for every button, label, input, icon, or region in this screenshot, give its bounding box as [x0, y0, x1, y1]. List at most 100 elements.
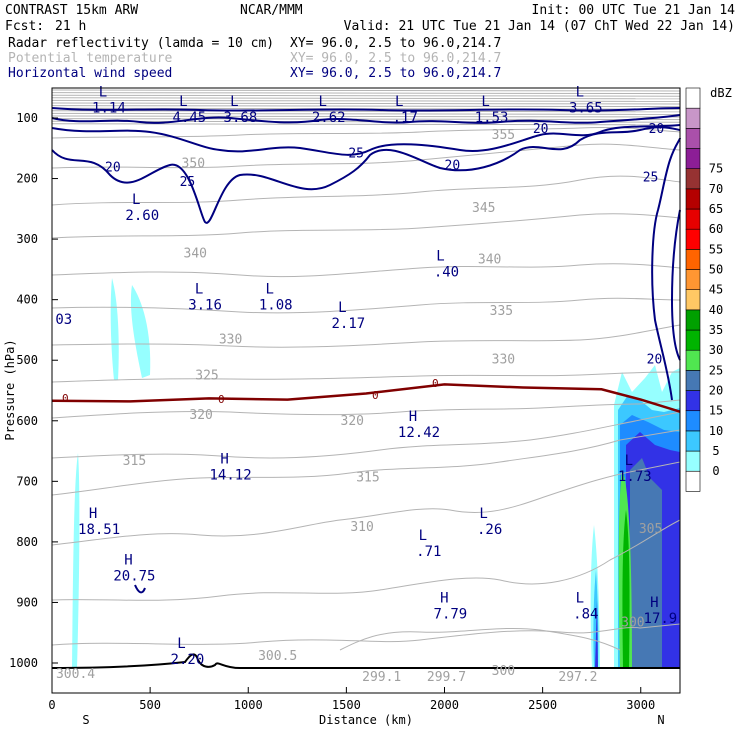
wind-label: 25 — [643, 171, 659, 186]
y-tick-label: 400 — [16, 293, 38, 307]
model-title: CONTRAST 15km ARW — [5, 3, 138, 18]
x-axis-label: Distance (km) — [319, 713, 413, 727]
marker-type: L — [266, 282, 274, 298]
freezing-label: 0 — [432, 377, 439, 390]
y-tick-label: 700 — [16, 474, 38, 488]
theta-label: 310 — [350, 520, 373, 535]
marker-type: L — [481, 94, 489, 110]
theta-label: 335 — [490, 304, 513, 319]
marker-value: 1.53 — [475, 110, 509, 126]
init-time: Init: 00 UTC Tue 21 Jan 14 — [532, 3, 736, 18]
theta-label: 300 — [492, 664, 515, 679]
marker-type: L — [177, 636, 185, 652]
freezing-label: 0 — [62, 392, 69, 405]
colorbar-label: 5 — [712, 444, 719, 458]
theta-label: 299.7 — [427, 670, 466, 685]
marker-value: 1.73 — [618, 469, 652, 485]
colorbar-label: 50 — [709, 263, 723, 277]
marker-type: L — [195, 282, 203, 298]
marker-type: L — [576, 84, 584, 100]
wind-label: 20 — [533, 122, 549, 137]
marker-type: H — [440, 591, 448, 607]
wind-label: 20 — [445, 158, 461, 173]
marker-value: 3.65 — [569, 100, 603, 116]
dbz-colorbar: 0 5 10 15 20 25 30 35 40 45 50 55 60 65 70 75 — [686, 88, 723, 491]
x-tick-label: 3000 — [626, 698, 655, 712]
y-tick-label: 900 — [16, 595, 38, 609]
theta-label: 345 — [472, 201, 495, 216]
theta-label: 305 — [639, 522, 662, 537]
plot-area: 355350345340 340335330330325320 3203153153… — [52, 84, 680, 693]
colorbar-swatch — [686, 189, 700, 209]
field-name-theta: Potential temperature — [8, 51, 173, 66]
colorbar-swatch — [686, 88, 700, 108]
theta-label: 325 — [195, 369, 218, 384]
marker-type: H — [220, 451, 228, 467]
marker-type: H — [124, 552, 132, 568]
colorbar-swatch — [686, 411, 700, 431]
colorbar-swatch — [686, 451, 700, 471]
y-tick-label: 800 — [16, 535, 38, 549]
wind-label: 25 — [348, 146, 364, 161]
theta-label: 300.4 — [56, 667, 95, 682]
wind-label: 20 — [649, 122, 665, 137]
theta-label: 320 — [341, 414, 364, 429]
y-tick-label: 200 — [16, 172, 38, 186]
north-label: N — [657, 713, 664, 727]
marker-value: 14.12 — [210, 467, 252, 483]
colorbar-swatch — [686, 431, 700, 451]
y-tick-label: 600 — [16, 414, 38, 428]
marker-value: .17 — [393, 110, 418, 126]
field-name-wind: Horizontal wind speed — [8, 66, 172, 81]
marker-type: L — [318, 94, 326, 110]
colorbar-label: 20 — [709, 384, 723, 398]
wind-label: 25 — [180, 175, 196, 190]
colorbar-swatch — [686, 270, 700, 290]
colorbar-label: 40 — [709, 303, 723, 317]
theta-label: 300.5 — [258, 649, 297, 664]
valid-time: Valid: 21 UTC Tue 21 Jan 14 (07 ChT Wed … — [344, 19, 735, 34]
colorbar-swatch — [686, 330, 700, 350]
forecast-label: Fcst: — [5, 19, 44, 34]
colorbar-swatch — [686, 391, 700, 411]
marker-type: L — [395, 94, 403, 110]
freezing-label: 0 — [372, 389, 379, 402]
theta-label: 330 — [492, 352, 515, 367]
colorbar-label: 65 — [709, 202, 723, 216]
colorbar-swatch — [686, 229, 700, 249]
field-xy-wind: XY= 96.0, 2.5 to 96.0,214.7 — [290, 66, 501, 81]
theta-label: 299.1 — [362, 670, 401, 685]
colorbar-unit: dBZ — [710, 86, 732, 100]
colorbar-label: 55 — [709, 242, 723, 256]
marker-value: .26 — [477, 522, 502, 538]
wind-label: 20 — [105, 160, 121, 175]
marker-value: 2.17 — [331, 316, 365, 332]
x-tick-label: 500 — [139, 698, 161, 712]
x-tick-label: 1500 — [332, 698, 361, 712]
colorbar-label: 30 — [709, 343, 723, 357]
y-tick-label: 1000 — [9, 656, 38, 670]
colorbar-label: 35 — [709, 323, 723, 337]
marker-value: 12.42 — [398, 425, 440, 441]
colorbar-label: 25 — [709, 363, 723, 377]
marker-type: L — [436, 248, 444, 264]
marker-value: 3.68 — [224, 110, 258, 126]
cut-label: 03 — [55, 312, 72, 328]
center-name: NCAR/MMM — [240, 3, 303, 18]
theta-label: 330 — [219, 332, 242, 347]
marker-type: L — [230, 94, 238, 110]
field-xy-reflectivity: XY= 96.0, 2.5 to 96.0,214.7 — [290, 36, 501, 51]
theta-label: 350 — [182, 157, 205, 172]
colorbar-label: 10 — [709, 424, 723, 438]
theta-label: 315 — [356, 470, 379, 485]
marker-value: 1.08 — [259, 298, 293, 314]
marker-value: 7.79 — [434, 607, 468, 623]
colorbar-swatch — [686, 370, 700, 390]
x-tick-label: 2000 — [430, 698, 459, 712]
colorbar-swatch — [686, 149, 700, 169]
colorbar-label: 75 — [709, 162, 723, 176]
field-xy-theta: XY= 96.0, 2.5 to 96.0,214.7 — [290, 51, 501, 66]
colorbar-swatch — [686, 209, 700, 229]
colorbar-label: 60 — [709, 222, 723, 236]
y-axis-label: Pressure (hPa) — [3, 339, 17, 440]
